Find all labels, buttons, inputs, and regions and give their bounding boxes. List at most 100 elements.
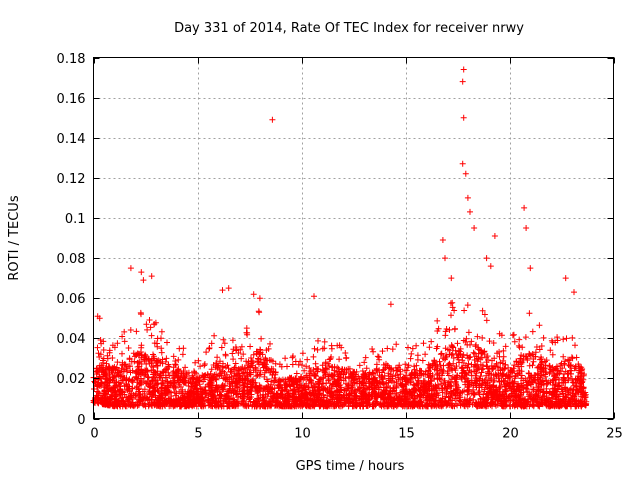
data-point [226,403,233,410]
data-point [136,391,143,397]
y-tick-label: 0.18 [57,52,86,67]
data-point [208,375,215,382]
data-point [129,385,136,392]
data-point [95,394,101,401]
data-point [148,332,155,339]
data-point [314,366,321,373]
data-point [457,345,464,352]
data-point [140,396,147,403]
data-point [276,403,283,410]
data-point [564,403,571,410]
data-point [508,385,515,392]
data-point [129,399,135,406]
data-point [483,359,490,366]
data-point [523,225,530,231]
data-point [294,379,300,386]
data-point [542,358,548,365]
data-point [285,397,291,404]
data-point [152,401,159,408]
data-point [258,335,265,342]
data-point [239,390,246,397]
data-point [433,345,440,352]
data-point [296,394,303,401]
data-point [134,383,140,390]
y-axis-label: ROTI / TECUs [7,195,22,280]
y-tick-labels: 0 0.02 0.04 0.06 0.08 0.1 0.12 0.14 0.16 0.18 [57,52,86,428]
data-point [265,399,272,406]
data-point [452,325,458,332]
data-point [116,391,123,398]
data-point [472,343,479,350]
data-point [342,375,349,382]
data-point [203,349,210,356]
data-point [462,381,469,388]
data-point [98,340,105,347]
data-point [172,358,179,364]
data-point [569,375,575,382]
data-point [443,326,450,332]
data-point [507,397,514,404]
data-point [396,399,403,406]
data-point [567,370,574,377]
data-point [207,387,214,394]
data-point [490,372,497,379]
data-point [520,396,526,403]
data-point [488,394,495,401]
data-point [390,397,397,404]
data-point [116,369,123,376]
data-point [509,369,516,376]
data-point [99,357,106,364]
data-point [533,390,540,397]
data-point [320,392,327,399]
data-point [500,347,507,354]
data-point [470,382,477,389]
data-point [431,357,438,364]
data-point [195,389,201,396]
data-point [103,376,110,383]
data-point [366,383,373,390]
data-point [396,362,403,369]
data-point [96,315,103,322]
data-point [155,380,161,387]
data-point [235,350,242,356]
data-point [565,356,571,363]
data-point [134,363,141,370]
data-point [437,397,444,404]
data-point [580,372,587,379]
data-point [451,307,458,314]
data-point [365,392,372,399]
data-point [338,344,345,351]
data-point [457,401,464,408]
data-point [327,355,334,362]
data-point [418,399,425,406]
data-point [174,373,181,380]
data-point [560,390,566,397]
data-point [531,397,538,404]
data-point [247,381,254,388]
data-point [516,336,523,343]
data-point [151,321,158,328]
data-point [147,324,154,331]
data-point [120,366,127,373]
data-point [563,335,570,342]
data-point [240,351,247,358]
data-point [535,380,542,387]
data-point [321,345,328,352]
data-point [345,395,352,402]
data-point [471,368,478,375]
data-point [251,384,257,391]
data-point [446,326,453,333]
data-point [457,348,463,355]
data-point [518,383,525,390]
data-point [330,391,337,398]
data-point [208,366,215,373]
data-point [308,377,315,384]
data-point [473,384,480,391]
data-point [437,368,444,374]
data-point [233,372,240,379]
data-point [506,380,513,386]
data-point [468,338,475,345]
data-point [438,350,445,357]
data-point [158,372,165,379]
data-point [362,374,369,381]
